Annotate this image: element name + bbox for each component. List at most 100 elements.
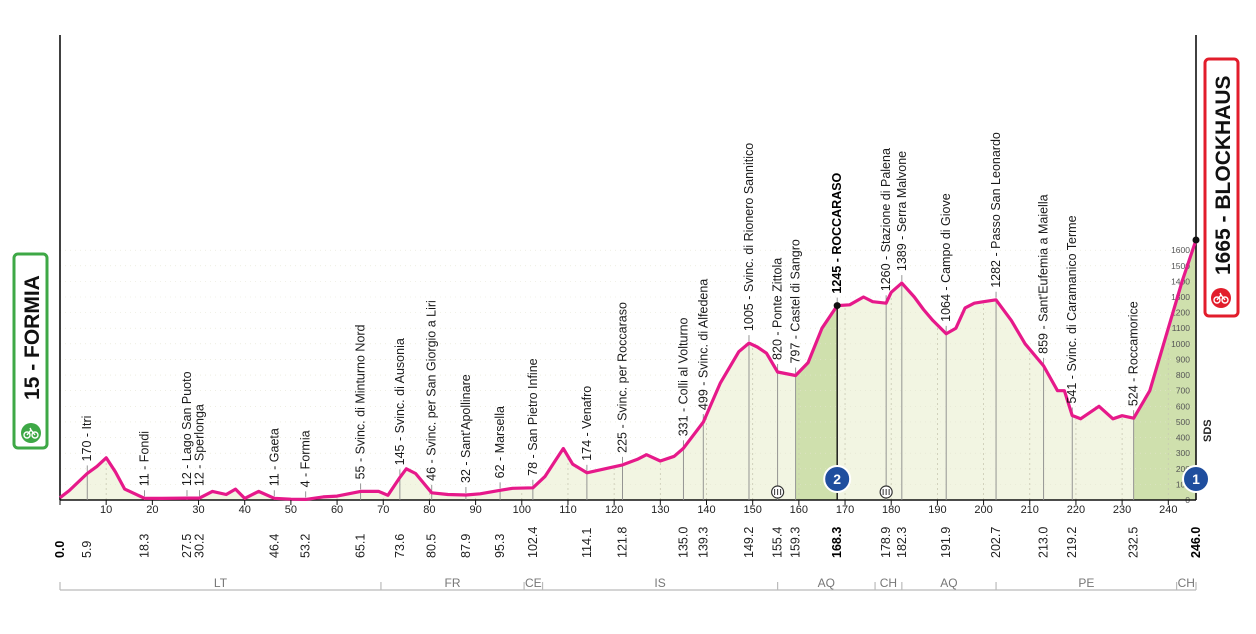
place-label: 331 - Colli al Volturno (676, 317, 690, 436)
km-label: 121.8 (615, 527, 629, 558)
x-tick-label: 240 (1159, 504, 1177, 516)
km-label: 0.0 (53, 541, 67, 558)
chart-axes (59, 35, 1197, 501)
bike-icon-glyph (1213, 292, 1229, 304)
x-tick-label: 80 (423, 504, 435, 516)
place-label: 1005 - Svinc. di Rionero Sannitico (742, 143, 756, 331)
place-label: 32 - Sant'Apollinare (459, 374, 473, 483)
km-label: 46.4 (267, 534, 281, 558)
profile-line (59, 239, 1198, 501)
km-label: 102.4 (526, 527, 540, 558)
x-tick-label: 220 (1067, 504, 1085, 516)
region-bar: LT FR CE IS AQ CH AQ PE CH (59, 576, 1197, 591)
place-label: 78 - San Pietro Infine (526, 358, 540, 475)
climb-shading (1133, 240, 1196, 500)
km-label: 213.0 (1037, 527, 1051, 558)
altitude-tick-label: 100 (1176, 479, 1190, 489)
place-label: 1260 - Stazione di Palena (879, 148, 893, 291)
place-label: 145 - Svinc. di Ausonia (393, 338, 407, 465)
place-label: 541 - Svinc. di Caramanico Terme (1065, 215, 1079, 403)
region-label: AQ (818, 576, 835, 590)
x-tick-label: 10 (100, 504, 112, 516)
km-label: 30.2 (192, 534, 206, 558)
climb-category-number: 2 (833, 471, 841, 487)
place-label: 1064 - Campo di Giove (939, 193, 953, 322)
altitude-tick-label: 700 (1176, 386, 1190, 396)
climb-shading (795, 305, 838, 500)
finish-badge-border (1203, 57, 1240, 318)
x-tick-label: 30 (192, 504, 204, 516)
x-tick-label: 50 (285, 504, 297, 516)
climb-category-number: 1 (1192, 471, 1200, 487)
km-label: 18.3 (138, 534, 152, 558)
place-label: 820 - Ponte Zittola (771, 258, 785, 360)
x-tick-label: 60 (331, 504, 343, 516)
place-label: 62 - Marsella (493, 406, 507, 478)
x-tick-label: 110 (559, 504, 577, 516)
place-label: 4 - Formia (299, 430, 313, 487)
place-label: 499 - Svinc. di Alfedena (696, 279, 710, 410)
sprint-icon-glyph (774, 489, 782, 495)
climb-category-badge (1182, 465, 1210, 493)
bike-icon-glyph (23, 427, 39, 439)
region-label: IS (654, 576, 665, 590)
km-label: 155.4 (771, 527, 785, 558)
km-label: 178.9 (879, 527, 893, 558)
profile-fill-area (60, 240, 1196, 500)
km-label: 182.3 (895, 527, 909, 558)
place-label: 797 - Castel di Sangro (789, 239, 803, 363)
altitude-tick-label: 1000 (1171, 339, 1190, 349)
start-badge-label: 15 - FORMIA (21, 275, 44, 400)
place-label: 174 - Venafro (580, 386, 594, 461)
place-label: 11 - Fondi (138, 431, 152, 486)
place-label: 46 - Svinc. per San Giorgio a Liri (425, 300, 439, 481)
km-label: 135.0 (676, 527, 690, 558)
x-tick-label: 70 (377, 504, 389, 516)
km-label: 149.2 (742, 527, 756, 558)
x-tick-label: 90 (469, 504, 481, 516)
place-label: 1282 - Passo San Leonardo (989, 132, 1003, 288)
profile-area (60, 240, 1196, 502)
x-tick-label: 200 (974, 504, 992, 516)
place-label: 55 - Svinc. di Minturno Nord (354, 324, 368, 479)
km-label: 159.3 (789, 527, 803, 558)
x-tick-label: 210 (1021, 504, 1039, 516)
km-label: 232.5 (1127, 527, 1141, 558)
sprint-icon-glyph (882, 489, 890, 495)
x-ticks: 10 20 30 40 50 60 70 80 90 100 110 120 130 140 150 160 1… (59, 500, 1177, 516)
km-label: 80.5 (425, 534, 439, 558)
altitude-tick-label: 400 (1176, 433, 1190, 443)
profile-line-group (59, 239, 1198, 501)
km-label: 139.3 (696, 527, 710, 558)
finish-badge-label: 1665 - BLOCKHAUS (1212, 75, 1235, 275)
km-label: 202.7 (989, 527, 1003, 558)
altitude-tick-label: 200 (1176, 464, 1190, 474)
region-label: CE (525, 576, 542, 590)
km-label: 53.2 (299, 534, 313, 558)
place-label: 12 - Sperlonga (192, 404, 206, 486)
km-label: 168.3 (830, 527, 844, 558)
km-label: 219.2 (1065, 527, 1079, 558)
km-label: 73.6 (393, 534, 407, 558)
km-label: 95.3 (493, 534, 507, 558)
x-tick-label: 150 (744, 504, 762, 516)
climb-category-badge (823, 465, 852, 493)
place-labels: 170 - Itri 11 - Fondi 12 - Lago San Puoto1… (80, 132, 1140, 487)
place-label: 11 - Gaeta (267, 428, 281, 486)
x-tick-label: 170 (836, 504, 854, 516)
place-label: 1389 - Serra Malvone (895, 151, 909, 271)
sponsor-mark: SDS (1202, 419, 1214, 442)
km-label: 114.1 (580, 528, 594, 558)
km-label: 246.0 (1189, 527, 1203, 558)
region-label: LT (214, 576, 228, 590)
x-tick-label: 190 (928, 504, 946, 516)
altitude-tick-label: 600 (1176, 401, 1190, 411)
region-label: CH (1178, 576, 1195, 590)
region-label: CH (880, 576, 897, 590)
altitude-tick-label: 300 (1176, 448, 1190, 458)
altitude-tick-label: 800 (1176, 370, 1190, 380)
km-label: 27.5 (180, 534, 194, 558)
altitude-tick-label: 500 (1176, 417, 1190, 427)
